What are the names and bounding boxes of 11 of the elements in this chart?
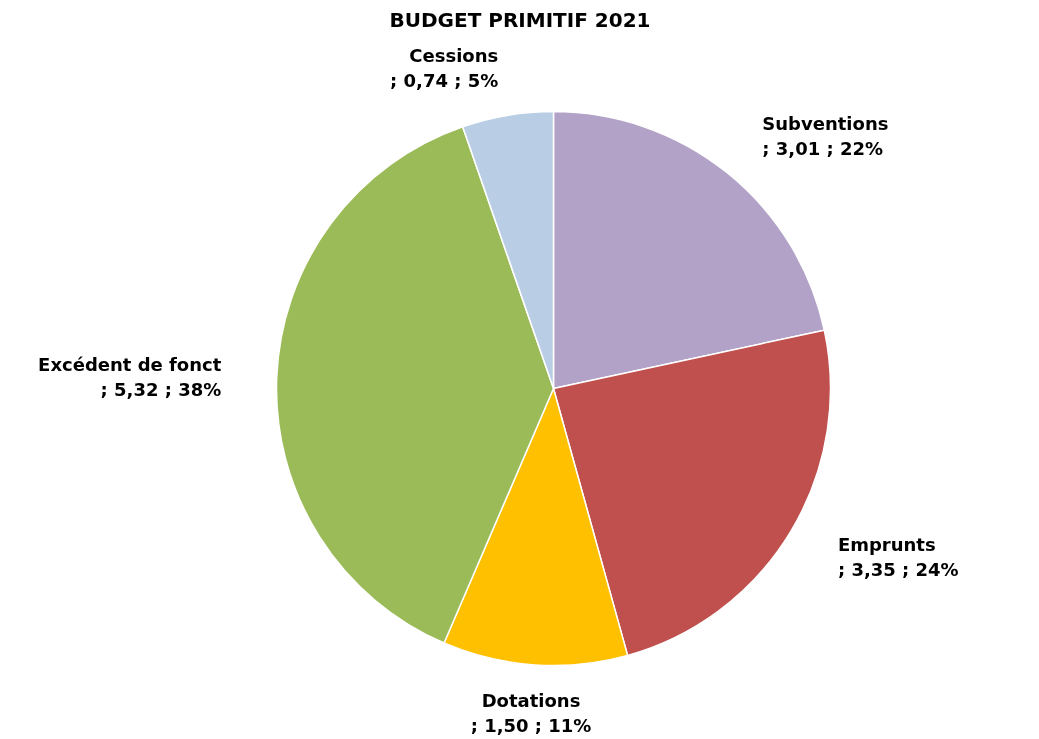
data-label: ; 0,74 ; 5% xyxy=(390,70,499,92)
slice-label: Emprunts xyxy=(837,533,936,555)
data-label: ; 3,01 ; 22% xyxy=(762,137,884,159)
data-label: ; 5,32 ; 38% xyxy=(100,378,222,400)
slice-label: Cessions xyxy=(409,44,499,66)
data-label: ; 1,50 ; 11% xyxy=(470,714,592,736)
slice-label: Dotations xyxy=(481,689,581,711)
data-label: ; 3,35 ; 24% xyxy=(837,558,959,580)
slice-label: Excédent de fonct xyxy=(38,353,222,375)
chart-title: BUDGET PRIMITIF 2021 xyxy=(389,7,651,32)
slice-label: Subventions xyxy=(762,112,889,134)
